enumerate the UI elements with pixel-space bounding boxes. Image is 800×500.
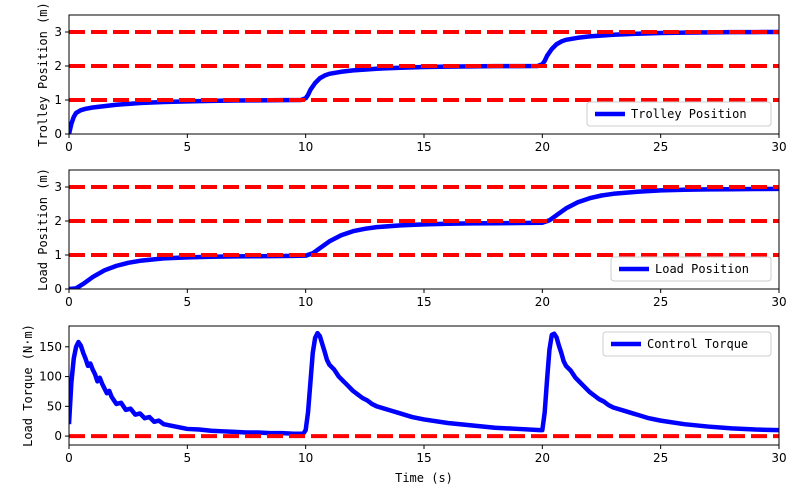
- y-tick-label: 3: [54, 25, 62, 39]
- subplot-2: 0 5 10 15 20 25 30 0 1 2 3 Load Position (m) Load Po…: [36, 168, 787, 309]
- legend-box: [586, 101, 772, 127]
- y-axis-label: Load Position (m): [36, 168, 50, 291]
- legend-label: Trolley Position: [631, 107, 747, 121]
- x-tick-label: 10: [298, 140, 313, 154]
- x-tick-label: 20: [535, 295, 550, 309]
- x-tick-label: 30: [771, 295, 786, 309]
- x-tick-label: 5: [184, 451, 192, 465]
- x-tick-label: 20: [535, 140, 550, 154]
- y-tick-label: 0: [54, 282, 62, 296]
- y-tick-label: 1: [54, 248, 62, 262]
- y-tick-label: 0: [54, 429, 62, 443]
- legend-label: Load Position: [655, 262, 749, 276]
- y-tick-label: 0: [54, 127, 62, 141]
- series-line: [69, 186, 779, 289]
- x-tick-label: 10: [298, 451, 313, 465]
- x-tick-label: 25: [653, 295, 668, 309]
- x-tick-label: 30: [771, 140, 786, 154]
- x-tick-label: 10: [298, 295, 313, 309]
- legend: Trolley Position: [586, 101, 772, 127]
- legend: Control Torque: [602, 331, 772, 357]
- x-tick-label: 0: [65, 451, 73, 465]
- y-tick-label: 2: [54, 214, 62, 228]
- x-tick-label: 30: [771, 451, 786, 465]
- subplot-1: 0 5 10 15 20 25 30 0 1 2 3 Trolley Position (m) Trol…: [36, 2, 787, 154]
- series-line: [69, 330, 779, 436]
- y-axis-label: Trolley Position (m): [36, 2, 50, 147]
- legend-label: Control Torque: [647, 337, 748, 351]
- x-tick-label: 25: [653, 140, 668, 154]
- x-tick-label: 5: [184, 140, 192, 154]
- legend: Load Position: [610, 256, 772, 282]
- x-tick-label: 0: [65, 295, 73, 309]
- y-tick-label: 100: [39, 370, 62, 384]
- x-tick-label: 0: [65, 140, 73, 154]
- x-tick-label: 5: [184, 295, 192, 309]
- x-tick-label: 15: [416, 295, 431, 309]
- subplot-3: 0 5 10 15 20 25 30 0 50 100 150 Load Torque (N·m) Ti…: [21, 324, 787, 485]
- x-tick-label: 25: [653, 451, 668, 465]
- legend-box: [610, 256, 772, 282]
- y-tick-label: 2: [54, 59, 62, 73]
- x-axis-label: Time (s): [395, 471, 453, 485]
- y-axis-label: Load Torque (N·m): [21, 324, 35, 447]
- x-tick-label: 20: [535, 451, 550, 465]
- y-tick-label: 150: [39, 340, 62, 354]
- y-tick-label: 50: [47, 399, 62, 413]
- series-line: [69, 29, 779, 134]
- legend-box: [602, 331, 772, 357]
- y-tick-label: 1: [54, 93, 62, 107]
- x-tick-label: 15: [416, 140, 431, 154]
- y-tick-label: 3: [54, 180, 62, 194]
- x-tick-label: 15: [416, 451, 431, 465]
